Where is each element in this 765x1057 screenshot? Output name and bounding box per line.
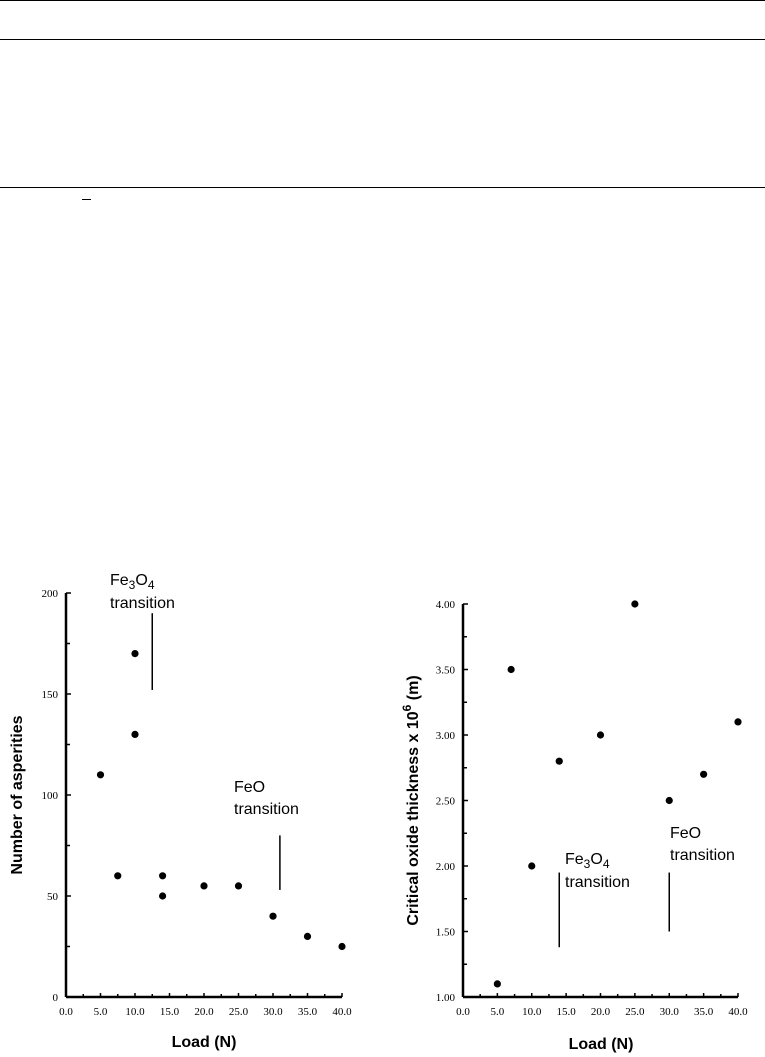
chart2-x-tick-label: 35.0 xyxy=(694,1006,714,1018)
overbar-mark xyxy=(82,199,91,200)
chart2-data-point xyxy=(631,600,639,608)
chart1-x-tick-label: 30.0 xyxy=(263,1006,283,1018)
chart2-annotation-label: Fe3O4 xyxy=(565,851,610,871)
chart2-annotation-label-line2: transition xyxy=(670,847,735,864)
chart1-y-axis-title: Number of asperities xyxy=(9,715,26,874)
chart1-x-tick-label: 25.0 xyxy=(229,1006,249,1018)
chart1-annotation-label: Fe3O4 xyxy=(110,572,155,592)
chart2-annotation-label: FeO xyxy=(670,825,701,842)
chart1-y-tick-label: 50 xyxy=(47,891,59,903)
chart1-x-tick-label: 10.0 xyxy=(125,1006,145,1018)
chart1-x-tick-label: 35.0 xyxy=(298,1006,318,1018)
chart2-x-axis-title: Load (N) xyxy=(569,1036,634,1053)
chart2-x-tick-label: 30.0 xyxy=(660,1006,680,1018)
chart2-x-tick-label: 25.0 xyxy=(625,1006,645,1018)
chart1-data-point xyxy=(338,942,346,951)
chart1-annotation-label: FeO xyxy=(234,779,265,796)
chart1-y-tick-label: 0 xyxy=(53,992,59,1004)
chart2-x-tick-label: 0.0 xyxy=(456,1006,470,1018)
chart2-plot: 0.0 5.0 10.0 15.0 20.0 25.0 30.0 35.0 40.0 1.00 1.… xyxy=(400,599,748,1053)
chart1-data-point xyxy=(159,892,167,900)
chart2-x-tick-label: 15.0 xyxy=(557,1006,577,1018)
chart2-x-tick-label: 40.0 xyxy=(728,1006,748,1018)
chart1-data-point xyxy=(269,912,277,920)
chart2-y-tick-label: 2.00 xyxy=(436,861,456,873)
chart2-data-point xyxy=(700,770,708,778)
chart1-data-point xyxy=(114,872,122,880)
chart2-data-point xyxy=(555,757,563,765)
chart1-data-point xyxy=(303,932,312,941)
chart1-plot: 0.0 5.0 10.0 15.0 20.0 25.0 30.0 35.0 40.0 0 50 100… xyxy=(9,572,352,1051)
chart2-y-tick-label: 3.00 xyxy=(436,730,456,742)
chart2-y-axis-title: Critical oxide thickness x 106 (m) xyxy=(400,675,422,925)
chart1-x-tick-label: 20.0 xyxy=(194,1006,214,1018)
chart2-data-point xyxy=(665,796,673,805)
chart1-data-point xyxy=(131,730,139,739)
chart2-data-point xyxy=(528,862,536,870)
table-header-rule xyxy=(0,39,765,40)
chart2-y-tick-label: 3.50 xyxy=(436,665,456,677)
chart1-y-tick-label: 100 xyxy=(42,790,59,802)
table-bottom-rule xyxy=(0,187,765,188)
chart1-x-tick-label: 40.0 xyxy=(332,1006,352,1018)
chart1-data-point xyxy=(96,771,105,779)
chart2-x-tick-label: 20.0 xyxy=(591,1006,611,1018)
chart2-x-tick-label: 10.0 xyxy=(522,1006,542,1018)
chart2-data-point xyxy=(507,665,515,674)
chart1-annotation-label-line2: transition xyxy=(110,595,175,612)
chart2-y-tick-label: 4.00 xyxy=(436,599,456,611)
chart2-annotation-label-line2: transition xyxy=(565,874,630,891)
chart1-annotation-label-line2: transition xyxy=(234,801,299,818)
chart1-x-axis-title: Load (N) xyxy=(172,1034,237,1051)
chart2-y-tick-label: 2.50 xyxy=(436,796,456,808)
chart1-data-point xyxy=(131,650,139,658)
chart1-x-tick-label: 0.0 xyxy=(59,1006,73,1018)
chart2-y-tick-label: 1.50 xyxy=(436,927,456,939)
table-top-rule xyxy=(0,0,765,1)
chart1-y-tick-label: 200 xyxy=(42,588,59,600)
chart2-x-tick-label: 5.0 xyxy=(491,1006,505,1018)
chart2-data-point xyxy=(493,980,501,988)
chart2-data-point xyxy=(734,718,742,726)
chart2-y-tick-label: 1.00 xyxy=(436,992,456,1004)
chart1-data-point xyxy=(200,882,208,890)
chart1-data-point xyxy=(159,872,167,880)
chart1-x-tick-label: 15.0 xyxy=(160,1006,180,1018)
chart1-y-tick-label: 150 xyxy=(42,689,59,701)
chart2-data-point xyxy=(596,731,605,739)
chart1-data-point xyxy=(234,882,243,890)
chart1-x-tick-label: 5.0 xyxy=(94,1006,108,1018)
